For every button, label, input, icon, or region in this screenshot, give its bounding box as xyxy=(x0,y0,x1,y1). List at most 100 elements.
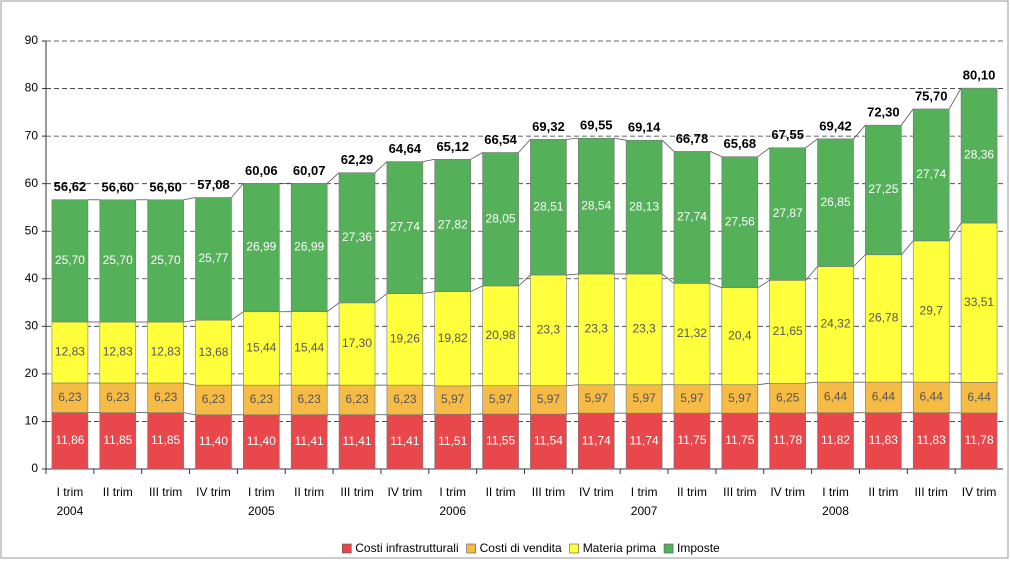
value-label: 6,23 xyxy=(106,390,130,404)
value-label: 19,82 xyxy=(438,331,468,345)
value-label: 6,23 xyxy=(250,392,274,406)
value-label: 5,97 xyxy=(728,391,752,405)
x-tick-label: III trim xyxy=(340,485,373,499)
value-label: 23,3 xyxy=(585,322,609,336)
value-label: 25,70 xyxy=(151,253,181,267)
value-label: 27,74 xyxy=(677,210,707,224)
y-tick-label: 50 xyxy=(25,223,39,237)
legend-label: Imposte xyxy=(677,541,720,555)
value-label: 23,3 xyxy=(537,322,561,336)
value-label: 17,30 xyxy=(342,336,372,350)
total-label: 60,06 xyxy=(245,163,278,178)
value-label: 6,44 xyxy=(872,390,896,404)
value-label: 5,97 xyxy=(489,392,513,406)
value-label: 27,25 xyxy=(868,182,898,196)
value-label: 26,85 xyxy=(821,195,851,209)
value-label: 6,23 xyxy=(58,390,82,404)
total-label: 64,64 xyxy=(389,141,422,156)
value-label: 5,97 xyxy=(680,391,704,405)
total-label: 56,62 xyxy=(54,179,87,194)
value-label: 5,97 xyxy=(441,392,465,406)
value-label: 15,44 xyxy=(246,341,276,355)
value-label: 6,44 xyxy=(824,390,848,404)
x-tick-label: II trim xyxy=(486,485,516,499)
x-tick-label: III trim xyxy=(915,485,948,499)
total-label: 56,60 xyxy=(102,179,135,194)
y-tick-label: 0 xyxy=(31,461,38,475)
y-tick-label: 10 xyxy=(25,414,39,428)
value-label: 11,83 xyxy=(917,433,946,447)
value-label: 28,54 xyxy=(581,198,611,212)
legend-swatch xyxy=(570,544,579,553)
value-label: 6,23 xyxy=(202,392,226,406)
value-label: 11,74 xyxy=(630,433,659,447)
x-tick-label: I trim xyxy=(248,485,275,499)
x-group-label: 2008 xyxy=(822,504,849,518)
value-label: 28,36 xyxy=(964,148,994,162)
y-tick-label: 80 xyxy=(25,81,39,95)
x-tick-label: I trim xyxy=(439,485,466,499)
x-group-label: 2004 xyxy=(57,504,84,518)
x-tick-label: I trim xyxy=(631,485,658,499)
total-label: 67,55 xyxy=(771,127,804,142)
value-label: 21,32 xyxy=(677,326,707,340)
x-tick-label: III trim xyxy=(532,485,565,499)
x-tick-label: II trim xyxy=(677,485,707,499)
total-label: 69,32 xyxy=(532,119,565,134)
value-label: 27,74 xyxy=(390,220,420,234)
value-label: 33,51 xyxy=(964,295,994,309)
x-tick-label: I trim xyxy=(822,485,849,499)
value-label: 6,44 xyxy=(920,390,944,404)
total-label: 56,60 xyxy=(149,179,182,194)
total-label: 66,78 xyxy=(676,131,709,146)
value-label: 11,40 xyxy=(199,434,228,448)
value-label: 11,74 xyxy=(582,433,611,447)
legend-label: Costi di vendita xyxy=(480,541,562,555)
value-label: 26,78 xyxy=(868,311,898,325)
value-label: 20,4 xyxy=(728,328,752,342)
value-label: 11,41 xyxy=(342,434,371,448)
value-label: 11,54 xyxy=(534,434,563,448)
y-tick-label: 30 xyxy=(25,319,39,333)
value-label: 11,75 xyxy=(725,433,754,447)
value-label: 27,74 xyxy=(916,167,946,181)
value-label: 25,70 xyxy=(103,253,133,267)
legend-label: Materia prima xyxy=(583,541,657,555)
value-label: 12,83 xyxy=(103,345,133,359)
y-tick-label: 90 xyxy=(25,33,39,47)
value-label: 11,82 xyxy=(821,433,850,447)
value-label: 11,78 xyxy=(965,433,994,447)
x-tick-label: II trim xyxy=(103,485,133,499)
x-group-label: 2006 xyxy=(439,504,466,518)
value-label: 6,23 xyxy=(393,392,417,406)
legend-swatch xyxy=(467,544,476,553)
x-tick-label: III trim xyxy=(723,485,756,499)
total-label: 69,55 xyxy=(580,118,613,133)
total-label: 72,30 xyxy=(867,105,900,120)
x-tick-label: IV trim xyxy=(962,485,997,499)
value-label: 27,36 xyxy=(342,230,372,244)
value-label: 25,70 xyxy=(55,253,85,267)
x-tick-label: II trim xyxy=(868,485,898,499)
total-label: 69,14 xyxy=(628,120,661,135)
value-label: 21,65 xyxy=(773,324,803,338)
value-label: 15,44 xyxy=(294,341,324,355)
value-label: 27,82 xyxy=(438,218,468,232)
x-tick-label: III trim xyxy=(149,485,182,499)
total-label: 75,70 xyxy=(915,88,948,103)
value-label: 11,41 xyxy=(295,434,324,448)
x-tick-label: IV trim xyxy=(388,485,423,499)
value-label: 29,7 xyxy=(920,304,944,318)
total-label: 65,12 xyxy=(436,139,469,154)
value-label: 25,77 xyxy=(198,251,228,265)
value-label: 27,56 xyxy=(725,214,755,228)
value-label: 6,25 xyxy=(776,390,800,404)
value-label: 13,68 xyxy=(198,345,228,359)
value-label: 23,3 xyxy=(632,322,656,336)
x-tick-label: II trim xyxy=(294,485,324,499)
value-label: 26,99 xyxy=(294,240,324,254)
x-tick-label: I trim xyxy=(57,485,84,499)
value-label: 11,85 xyxy=(103,433,132,447)
x-tick-label: IV trim xyxy=(196,485,231,499)
